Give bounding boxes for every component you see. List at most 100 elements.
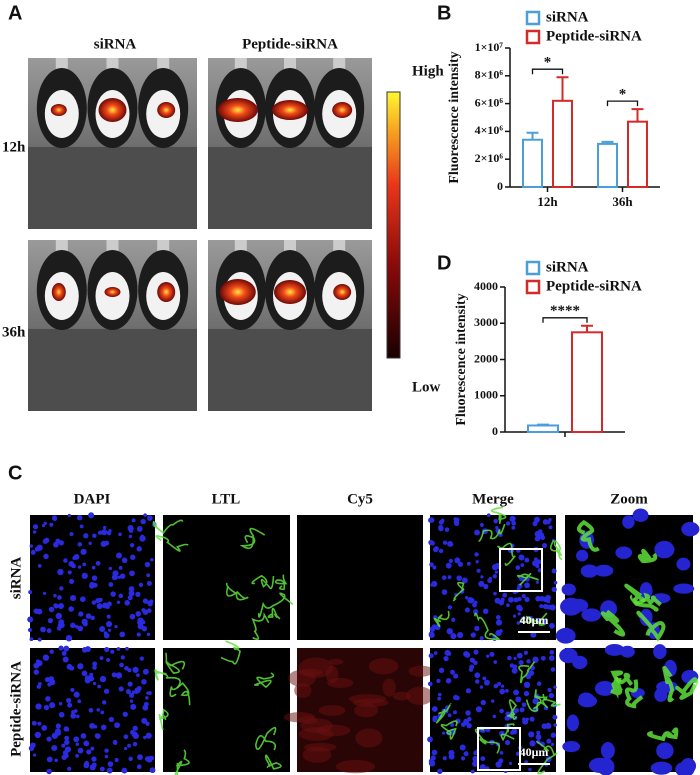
nucleus <box>145 696 149 700</box>
nucleus <box>67 513 71 518</box>
nucleus <box>139 656 144 661</box>
nucleus <box>99 656 104 660</box>
nucleus <box>85 613 92 619</box>
nucleus <box>492 574 498 579</box>
nucleus <box>75 754 79 758</box>
nucleus <box>67 702 73 708</box>
nucleus <box>132 741 138 747</box>
tubule <box>478 523 506 542</box>
nucleus <box>681 521 700 537</box>
column-header: LTL <box>212 491 241 507</box>
nucleus <box>119 573 126 579</box>
nucleus <box>535 580 539 584</box>
nucleus <box>650 761 673 775</box>
y-tick-label: 3000 <box>474 315 498 329</box>
nucleus <box>131 518 136 523</box>
signal <box>157 282 176 302</box>
nucleus <box>472 761 478 767</box>
nucleus <box>84 646 91 653</box>
nucleus <box>519 707 525 713</box>
nucleus <box>438 524 443 530</box>
nucleus <box>113 741 118 746</box>
nucleus <box>430 583 434 587</box>
nucleus <box>108 582 114 587</box>
nucleus <box>146 632 151 637</box>
nucleus <box>111 574 118 581</box>
mouse-image <box>28 58 197 229</box>
nucleus <box>463 751 469 757</box>
nucleus <box>566 714 579 732</box>
y-tick-label: 2000 <box>474 351 498 365</box>
nucleus <box>78 611 84 617</box>
nucleus <box>91 600 97 605</box>
column-header: Merge <box>472 491 514 507</box>
tubule <box>600 609 626 637</box>
nucleus <box>77 565 82 569</box>
nucleus <box>143 735 147 740</box>
tubule <box>636 610 666 642</box>
nucleus <box>29 637 34 642</box>
nucleus <box>35 703 42 710</box>
colorbar-low: Low <box>412 379 441 395</box>
nucleus <box>473 609 479 615</box>
nucleus <box>83 762 90 769</box>
nucleus <box>88 541 92 546</box>
nucleus <box>438 548 444 554</box>
nucleus <box>136 764 142 770</box>
nucleus <box>46 628 52 634</box>
nucleus <box>88 512 95 519</box>
nucleus <box>108 566 113 571</box>
nucleus <box>101 529 108 536</box>
nucleus <box>513 614 517 618</box>
y-tick-label: 2×10⁶ <box>475 151 504 165</box>
nucleus <box>89 722 96 729</box>
nucleus <box>65 634 73 642</box>
nucleus <box>468 667 474 672</box>
legend-label: siRNA <box>546 259 589 275</box>
nucleus <box>67 766 72 771</box>
nucleus <box>77 542 83 547</box>
nucleus <box>36 684 42 689</box>
panel-label: B <box>437 2 451 24</box>
nucleus <box>534 557 538 561</box>
cy5-signal <box>382 678 396 697</box>
column-header: siRNA <box>94 36 137 52</box>
nucleus <box>474 625 480 631</box>
nucleus <box>141 620 146 625</box>
nucleus <box>506 603 510 608</box>
nucleus <box>445 678 452 684</box>
nucleus <box>144 756 151 762</box>
micrograph-bg <box>163 648 290 772</box>
nucleus <box>48 606 55 613</box>
nucleus <box>495 629 502 637</box>
nucleus <box>654 688 668 702</box>
nucleus <box>466 561 471 566</box>
nucleus <box>491 699 495 703</box>
bar <box>597 142 618 189</box>
nucleus <box>444 527 450 532</box>
nucleus <box>461 577 468 584</box>
nucleus <box>116 647 121 651</box>
nucleus <box>36 608 43 615</box>
signal <box>333 284 352 300</box>
nucleus <box>55 612 62 620</box>
nucleus <box>528 767 532 772</box>
nucleus <box>511 525 516 530</box>
nucleus <box>500 684 505 688</box>
nucleus <box>454 695 460 701</box>
nucleus <box>550 667 556 672</box>
y-tick-label: 0 <box>497 179 503 193</box>
nucleus <box>540 604 544 608</box>
scale-bar-label: 40μm <box>520 613 549 627</box>
nucleus <box>110 591 116 597</box>
tubule <box>158 708 169 731</box>
nucleus <box>437 768 443 775</box>
micrograph <box>559 643 699 775</box>
nucleus <box>523 690 530 697</box>
nucleus <box>467 597 474 604</box>
signal <box>217 98 258 122</box>
nucleus <box>124 600 130 606</box>
nucleus <box>55 723 61 729</box>
tubule <box>500 723 515 742</box>
legend-label: Peptide-siRNA <box>546 278 642 294</box>
